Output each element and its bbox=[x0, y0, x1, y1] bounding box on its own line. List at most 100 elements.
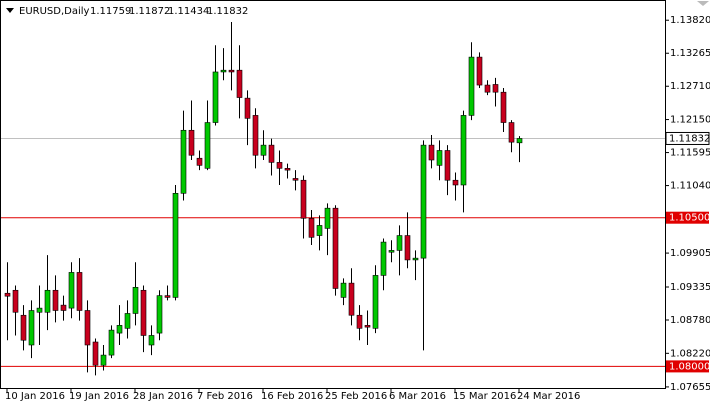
x-tick-label: 25 Feb 2016 bbox=[325, 391, 387, 402]
candle-body bbox=[268, 144, 275, 163]
candle-body bbox=[356, 314, 363, 329]
candle-body bbox=[380, 241, 387, 276]
x-tick-label: 10 Jan 2016 bbox=[5, 391, 65, 402]
x-tick-label: 7 Feb 2016 bbox=[197, 391, 253, 402]
candle-body bbox=[404, 235, 411, 261]
candle-body bbox=[204, 122, 211, 169]
candle-body bbox=[68, 272, 75, 309]
candle-body bbox=[292, 178, 299, 181]
candle-body bbox=[484, 84, 491, 93]
y-tick-label: 1.12150 bbox=[670, 115, 710, 126]
candle-body bbox=[52, 289, 59, 311]
candle-body bbox=[364, 325, 371, 328]
header-low: 1.11434 bbox=[168, 6, 209, 17]
candle-body bbox=[20, 314, 27, 341]
candle-body bbox=[244, 97, 251, 119]
candle-body bbox=[516, 138, 523, 144]
candle-body bbox=[476, 56, 483, 86]
candle-body bbox=[116, 325, 123, 334]
y-tick-label: 1.12710 bbox=[670, 81, 710, 92]
candle-body bbox=[412, 257, 419, 261]
candle-body bbox=[196, 157, 203, 166]
candle-body bbox=[108, 329, 115, 356]
candle-body bbox=[84, 310, 91, 346]
candle-body bbox=[28, 310, 35, 346]
candle-body bbox=[180, 129, 187, 194]
y-tick-label: 1.09335 bbox=[670, 282, 710, 293]
y-tick-label: 1.09905 bbox=[670, 248, 710, 259]
header-close: 1.11832 bbox=[207, 6, 248, 17]
price-label-box bbox=[665, 131, 710, 145]
candle-body bbox=[140, 289, 147, 336]
candle-body bbox=[468, 56, 475, 116]
candle-body bbox=[460, 115, 467, 186]
candle-body bbox=[316, 225, 323, 236]
x-tick-label: 6 Mar 2016 bbox=[389, 391, 446, 402]
candle-body bbox=[12, 289, 19, 313]
candle-body bbox=[220, 69, 227, 73]
header-open: 1.11759 bbox=[90, 6, 131, 17]
x-tick-label: 16 Feb 2016 bbox=[261, 391, 323, 402]
candle-body bbox=[308, 217, 315, 238]
candle-body bbox=[492, 84, 499, 93]
x-tick-label: 19 Jan 2016 bbox=[69, 391, 129, 402]
y-tick-label: 1.13265 bbox=[670, 48, 710, 59]
candle-body bbox=[420, 144, 427, 259]
y-tick-label: 1.08780 bbox=[670, 315, 710, 326]
candle-body bbox=[332, 207, 339, 289]
candle-body bbox=[188, 129, 195, 156]
level-label: 1.08000 bbox=[669, 361, 710, 372]
y-tick-label: 1.11595 bbox=[670, 148, 710, 159]
candle-body bbox=[92, 341, 99, 366]
candle-body bbox=[500, 91, 507, 123]
chart-title: EURUSD,Daily bbox=[19, 6, 90, 17]
plot-frame bbox=[0, 0, 666, 389]
candle-body bbox=[284, 168, 291, 171]
candle-body bbox=[436, 150, 443, 166]
candle-body bbox=[4, 292, 11, 297]
candle-body bbox=[396, 235, 403, 251]
candle-body bbox=[100, 354, 107, 366]
candle-body bbox=[276, 162, 283, 169]
candle-body bbox=[340, 282, 347, 298]
x-tick-label: 28 Jan 2016 bbox=[133, 391, 193, 402]
candle-body bbox=[372, 275, 379, 329]
candle-body bbox=[348, 282, 355, 316]
level-label-box bbox=[666, 360, 709, 373]
header-high: 1.11872 bbox=[129, 6, 170, 17]
candle-body bbox=[156, 295, 163, 334]
candle-body bbox=[324, 207, 331, 229]
candle-body bbox=[388, 250, 395, 253]
corner-mark bbox=[697, 1, 709, 6]
candle-body bbox=[236, 69, 243, 98]
level-label-box bbox=[666, 211, 709, 224]
level-label: 1.10500 bbox=[669, 213, 710, 224]
candle-body bbox=[36, 307, 43, 313]
candle-body bbox=[60, 304, 67, 311]
candle-body bbox=[132, 286, 139, 314]
candle-body bbox=[444, 150, 451, 181]
candle-body bbox=[172, 193, 179, 298]
menu-arrow[interactable] bbox=[6, 8, 14, 13]
candle-body bbox=[124, 313, 131, 329]
x-tick-label: 24 Mar 2016 bbox=[517, 391, 580, 402]
candle-body bbox=[300, 179, 307, 219]
candle-body bbox=[508, 122, 515, 143]
candle-body bbox=[76, 272, 83, 311]
candle-body bbox=[452, 179, 459, 186]
candle-body bbox=[148, 335, 155, 346]
candle-body bbox=[228, 69, 235, 73]
price-label: 1.11832 bbox=[669, 133, 710, 144]
candle-body bbox=[252, 115, 259, 156]
candle-body bbox=[428, 144, 435, 161]
x-tick-label: 15 Mar 2016 bbox=[453, 391, 516, 402]
y-tick-label: 1.11040 bbox=[670, 181, 710, 192]
y-tick-label: 1.13820 bbox=[670, 15, 710, 26]
y-tick-label: 1.08220 bbox=[670, 348, 710, 359]
y-tick-label: 1.07655 bbox=[670, 382, 710, 393]
candle-body bbox=[260, 144, 267, 156]
candle-body bbox=[44, 289, 51, 313]
